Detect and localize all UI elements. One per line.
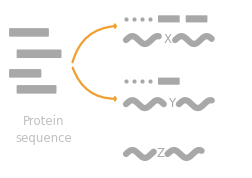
Text: X: X — [164, 33, 172, 46]
FancyBboxPatch shape — [186, 15, 207, 22]
Text: Z: Z — [157, 147, 165, 160]
Text: Protein
sequence: Protein sequence — [16, 115, 73, 145]
FancyBboxPatch shape — [17, 49, 61, 58]
Text: Y: Y — [168, 97, 175, 110]
FancyBboxPatch shape — [158, 78, 180, 85]
FancyBboxPatch shape — [17, 85, 56, 94]
FancyBboxPatch shape — [9, 28, 49, 37]
FancyBboxPatch shape — [158, 15, 180, 22]
FancyBboxPatch shape — [9, 69, 41, 78]
